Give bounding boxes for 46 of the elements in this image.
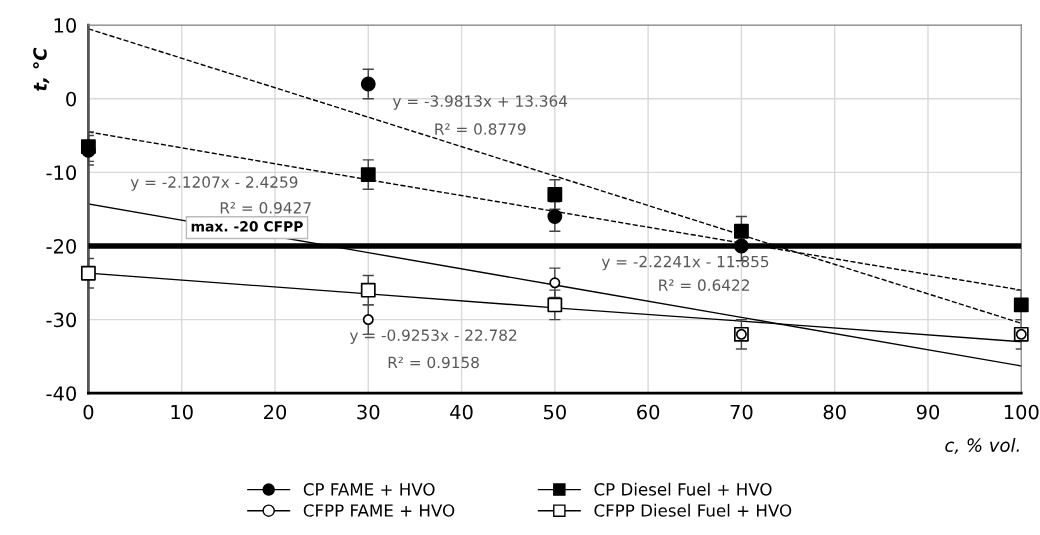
y-tick-label: -10 xyxy=(46,165,76,181)
point xyxy=(733,238,749,254)
x-tick-label: 40 xyxy=(450,404,473,420)
x-tick-label: 30 xyxy=(357,404,380,420)
y-tick-label: -40 xyxy=(46,386,76,401)
y-tick-label: 0 xyxy=(66,91,76,107)
y-tick-label: -20 xyxy=(46,238,76,254)
x-tick-label: 20 xyxy=(264,404,287,420)
legend-label: CP Diesel Fuel + HVO xyxy=(594,482,772,496)
y-axis-title: t, °C xyxy=(33,47,50,91)
x-tick-label: 10 xyxy=(171,404,193,420)
annotation: R² = 0.9158 xyxy=(388,356,479,369)
x-tick-label: 70 xyxy=(730,404,753,420)
annotation: y = -2.2241x - 11.855 xyxy=(601,255,769,271)
y-tick-label: 10 xyxy=(54,18,76,33)
point xyxy=(547,297,563,313)
x-tick-label: 90 xyxy=(916,404,940,420)
annotation: y = -3.9813x + 13.364 xyxy=(392,95,568,110)
point xyxy=(1013,297,1029,313)
annotation: R² = 0.6422 xyxy=(659,279,749,291)
annotation: R² = 0.8779 xyxy=(435,123,526,135)
line-series xyxy=(87,28,1022,324)
point xyxy=(80,265,96,281)
point xyxy=(733,223,749,239)
x-tick-label: 50 xyxy=(543,404,566,420)
annotation: y = -2.1207x - 2.4259 xyxy=(130,176,298,191)
point xyxy=(360,167,376,183)
x-tick-label: 80 xyxy=(823,404,846,420)
legend-label: CFPP FAME + HVO xyxy=(303,504,455,517)
legend-label: CFPP Diesel Fuel + HVO xyxy=(594,503,792,517)
annotation: R² = 0.9427 xyxy=(220,202,311,214)
y-tick-label: -30 xyxy=(46,312,76,328)
x-tick-label: 0 xyxy=(83,404,94,420)
point xyxy=(547,209,563,224)
x-tick-label: 100 xyxy=(1004,404,1039,420)
point xyxy=(549,277,561,289)
point xyxy=(360,282,376,298)
line-series xyxy=(87,203,1022,367)
annotation: y = -0.9253x - 22.782 xyxy=(349,329,517,344)
point xyxy=(362,314,374,326)
x-axis-title: c, % vol. xyxy=(945,437,1019,454)
legend-label: CP FAME + HVO xyxy=(303,483,435,496)
point xyxy=(360,76,376,92)
x-tick-label: 60 xyxy=(637,404,660,420)
point xyxy=(547,187,563,202)
ref-line-label: max. -20 CFPP xyxy=(191,221,303,232)
